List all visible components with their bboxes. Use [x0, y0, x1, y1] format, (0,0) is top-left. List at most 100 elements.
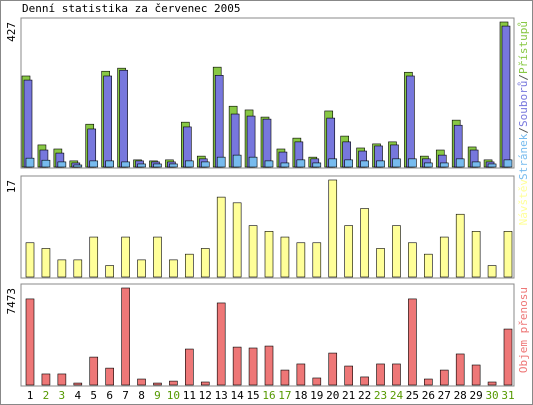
x-tick-label: 21	[342, 389, 355, 402]
bar	[41, 248, 51, 278]
bar	[503, 328, 513, 386]
bar	[392, 363, 401, 386]
x-tick-label: 31	[501, 389, 514, 402]
x-tick-label: 8	[138, 389, 145, 402]
bar	[280, 369, 290, 386]
bar	[232, 346, 242, 386]
bar	[360, 208, 369, 278]
x-tick-label: 4	[74, 389, 81, 402]
x-tick-label: 11	[183, 389, 196, 402]
bar	[103, 75, 112, 168]
bar	[105, 367, 114, 386]
y-tick-label: 427	[5, 22, 18, 42]
bar	[169, 380, 178, 386]
bar	[200, 381, 210, 386]
x-tick-label: 20	[326, 389, 339, 402]
bar	[344, 365, 353, 386]
bar	[360, 376, 369, 386]
bar	[455, 353, 465, 386]
panel	[20, 17, 515, 169]
x-tick-label: 6	[106, 389, 113, 402]
bar	[73, 259, 83, 278]
bar	[169, 259, 178, 278]
x-tick-label: 3	[59, 389, 66, 402]
bar	[471, 161, 481, 168]
bar	[471, 364, 481, 386]
bar	[439, 162, 449, 168]
x-tick-label: 18	[294, 389, 307, 402]
chart-title: Denní statistika za červenec 2005	[22, 2, 241, 15]
panel	[20, 175, 515, 279]
bar	[376, 363, 385, 386]
x-tick-label: 16	[262, 389, 275, 402]
bar	[455, 213, 465, 278]
bar	[185, 253, 194, 278]
bar	[137, 378, 146, 386]
bar	[216, 196, 226, 278]
bar	[439, 369, 449, 386]
bar	[89, 356, 99, 386]
bar	[408, 298, 417, 386]
bar	[312, 242, 322, 278]
bar	[262, 118, 272, 168]
bar	[392, 158, 401, 168]
bar	[200, 248, 210, 278]
x-tick-label: 27	[438, 389, 451, 402]
bar	[455, 158, 465, 168]
bar	[424, 253, 433, 278]
legend: Návštěv	[517, 179, 530, 226]
bar	[376, 160, 385, 168]
panel	[20, 283, 515, 387]
bar	[264, 345, 274, 386]
legend-entry: Objem přenosu	[517, 287, 530, 373]
bar	[471, 231, 481, 278]
bar	[41, 373, 51, 386]
bar	[169, 163, 178, 168]
bar	[25, 157, 35, 168]
x-tick-label: 7	[122, 389, 129, 402]
x-tick-label: 26	[422, 389, 435, 402]
bar	[119, 69, 128, 168]
bar	[487, 163, 497, 168]
bar	[73, 164, 83, 168]
bar	[503, 159, 513, 168]
bar	[312, 377, 322, 386]
bar	[376, 248, 385, 278]
bar	[328, 158, 338, 168]
x-tick-label: 24	[390, 389, 404, 402]
bar	[25, 298, 35, 386]
legend-entry: Přístupů	[517, 21, 530, 74]
bar	[296, 242, 306, 278]
bar	[89, 160, 99, 168]
bar	[360, 160, 369, 168]
bar	[153, 236, 162, 278]
bar	[264, 160, 274, 168]
bar	[344, 159, 353, 168]
bar	[248, 156, 258, 168]
bar	[232, 202, 242, 278]
x-tick-label: 13	[215, 389, 228, 402]
bar	[248, 225, 258, 278]
bar	[105, 160, 114, 168]
bar	[23, 79, 33, 168]
bar	[121, 161, 130, 168]
x-tick-label: 1	[27, 389, 34, 402]
legend-entry: Souborů	[517, 81, 530, 127]
bar	[185, 160, 194, 168]
legend: Objem přenosu	[517, 287, 530, 373]
bar	[185, 348, 194, 386]
bar	[25, 242, 35, 278]
x-tick-label: 10	[167, 389, 180, 402]
x-tick-label: 12	[199, 389, 212, 402]
bar	[392, 225, 401, 278]
bar	[232, 154, 242, 168]
y-tick-label: 7473	[5, 288, 18, 315]
bar	[153, 163, 162, 168]
x-tick-label: 17	[278, 389, 291, 402]
bar	[280, 162, 290, 168]
bar	[439, 236, 449, 278]
bar	[57, 259, 67, 278]
bar	[280, 236, 290, 278]
bar	[57, 161, 67, 168]
